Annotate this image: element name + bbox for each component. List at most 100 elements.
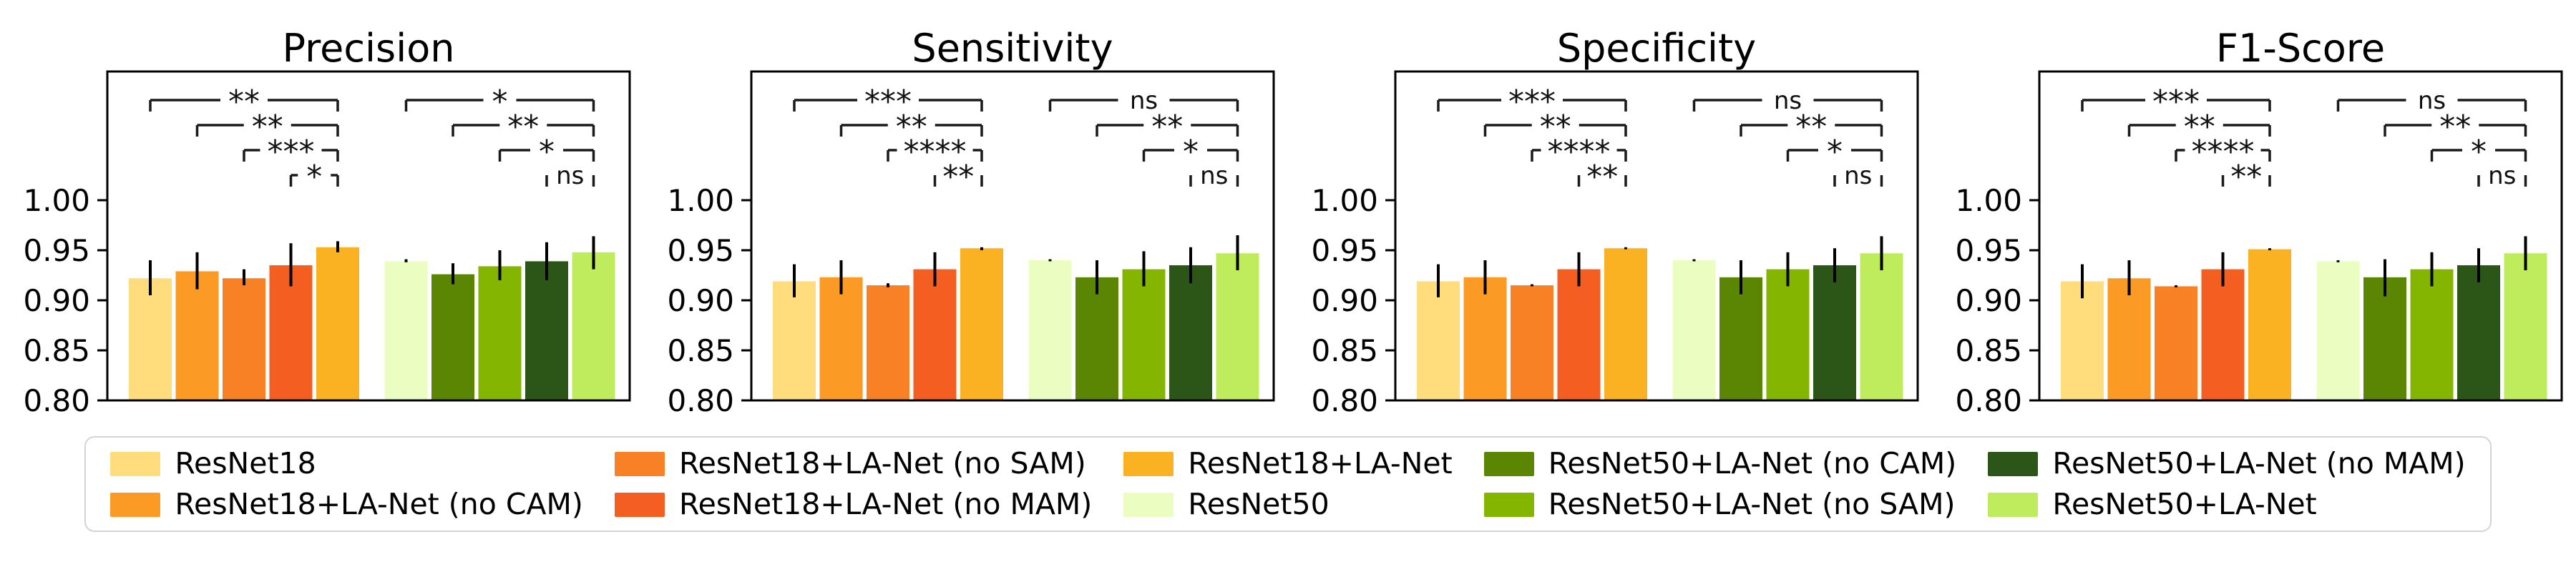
axis-tick-label: 0.90 — [23, 283, 90, 318]
bar — [867, 285, 909, 400]
legend-label: ResNet18+LA-Net (no SAM) — [678, 446, 1086, 480]
axis-tick-label: 0.85 — [23, 333, 90, 368]
plot-area: 1.000.950.900.850.80***********ns***ns — [1955, 70, 2563, 418]
significance-label: * — [2471, 134, 2487, 170]
bar — [1511, 285, 1553, 400]
legend-swatch — [110, 451, 161, 476]
significance-bracket: ** — [933, 159, 983, 195]
significance-label: **** — [1548, 134, 1611, 170]
axis-tick-label: 1.00 — [1955, 183, 2022, 218]
significance-bracket: * — [289, 159, 339, 195]
legend-swatch — [1483, 492, 1534, 517]
significance-bracket: ns — [545, 162, 595, 190]
significance-label: ** — [2230, 159, 2262, 195]
significance-bracket: ns — [2477, 162, 2527, 190]
axis-tick-label: 1.00 — [1311, 183, 1378, 218]
bar-chart-svg-specificity: Specificity 1.000.950.900.850.80********… — [1311, 26, 1919, 418]
legend-swatch — [614, 492, 665, 517]
bar — [960, 248, 1003, 400]
axis-tick-label: 0.85 — [1955, 333, 2022, 368]
axis-tick-label: 0.95 — [1311, 233, 1378, 268]
significance-label: ** — [2439, 109, 2471, 145]
significance-label: ** — [1586, 159, 1618, 195]
significance-label: ns — [1130, 87, 1158, 115]
bar — [525, 261, 568, 400]
bar — [2107, 278, 2151, 400]
significance-bracket: ** — [2127, 109, 2271, 145]
bar — [2410, 269, 2454, 400]
significance-bracket: ** — [195, 109, 339, 145]
bar — [1557, 269, 1601, 400]
bar — [1604, 248, 1647, 400]
axis-tick-label: 0.95 — [23, 233, 90, 268]
significance-bracket: ** — [1483, 109, 1627, 145]
bar — [2504, 253, 2547, 400]
significance-bracket: *** — [793, 84, 983, 120]
axis-tick-label: 0.80 — [23, 383, 90, 418]
significance-bracket: *** — [1437, 84, 1627, 120]
significance-bracket: ns — [1048, 87, 1239, 115]
significance-label: ** — [1540, 109, 1571, 145]
bar — [1216, 253, 1259, 400]
significance-label: ns — [1774, 87, 1802, 115]
figure-panels: Precision 1.00 0.95 0.90 0.85 0.80 ** ** *** * * *… — [0, 0, 2576, 429]
axis-tick-label: 0.80 — [1955, 383, 2022, 418]
bar — [1672, 260, 1716, 400]
legend-item: ResNet50+LA-Net (no SAM) — [1483, 490, 1957, 519]
axes-frame — [750, 70, 1275, 402]
significance-label: *** — [864, 84, 912, 120]
chart-panel-specificity: Specificity 1.00 0.95 0.90 0.85 0.80 *** ** ***… — [1288, 0, 1932, 429]
bar — [1028, 260, 1072, 400]
significance-label: * — [306, 159, 322, 195]
significance-bracket: * — [1142, 134, 1239, 170]
significance-label: ns — [1844, 162, 1872, 190]
significance-label: *** — [2152, 84, 2200, 120]
significance-label: * — [1827, 134, 1843, 170]
significance-label: ns — [556, 162, 584, 190]
bar-chart-svg-f1-score: F1-Score 1.000.950.900.850.80***********… — [1955, 26, 2563, 418]
axes-frame — [1394, 70, 1919, 402]
axis-tick-label: 0.90 — [1311, 283, 1378, 318]
significance-label: ns — [2488, 162, 2516, 190]
significance-bracket: ** — [1740, 109, 1883, 145]
significance-bracket: ns — [1692, 87, 1883, 115]
significance-bracket: * — [498, 134, 595, 170]
significance-bracket: ** — [1577, 159, 1627, 195]
chart-title: Specificity — [1557, 26, 1756, 71]
axes-frame — [2038, 70, 2563, 402]
bar — [2155, 286, 2197, 400]
bar — [2457, 265, 2500, 400]
chart-panel-f1-score: F1-Score 1.00 0.95 0.90 0.85 0.80 *** ** **** **… — [1932, 0, 2576, 429]
axis-tick-label: 1.00 — [667, 183, 734, 218]
significance-bracket: * — [1786, 134, 1883, 170]
significance-bracket: ** — [452, 109, 595, 145]
significance-label: ** — [1795, 109, 1827, 145]
chart-panel-sensitivity: Sensitivity 1.00 0.95 0.90 0.85 0.80 *** ** ***… — [644, 0, 1288, 429]
significance-label: ns — [1200, 162, 1228, 190]
bar — [1719, 277, 1762, 400]
chart-title: Sensitivity — [912, 26, 1113, 71]
axis-tick-label: 0.95 — [1955, 233, 2022, 268]
bar — [1766, 269, 1810, 400]
legend-item: ResNet50+LA-Net (no CAM) — [1483, 449, 1956, 478]
legend-swatch — [1123, 451, 1174, 476]
bar — [175, 271, 219, 400]
chart-panel-precision: Precision 1.00 0.95 0.90 0.85 0.80 ** ** *** * * *… — [0, 0, 644, 429]
bar — [1169, 265, 1212, 400]
significance-bracket: **** — [2175, 134, 2271, 170]
bar — [478, 266, 522, 400]
legend-swatch — [110, 492, 161, 517]
bar — [819, 277, 863, 400]
legend-swatch — [1988, 451, 2039, 476]
axes-frame — [106, 70, 631, 402]
legend-swatch — [1123, 492, 1174, 517]
legend-item: ResNet50 — [1123, 490, 1452, 519]
axis-tick-label: 0.85 — [1311, 333, 1378, 368]
significance-label: * — [1183, 134, 1199, 170]
legend-swatch — [614, 451, 665, 476]
bar — [1860, 253, 1903, 400]
chart-title: F1-Score — [2216, 26, 2385, 71]
significance-label: *** — [268, 134, 315, 170]
legend-label: ResNet18 — [175, 446, 316, 480]
bar-chart-svg-precision: Precision 1.000.950.900.850.80**********… — [23, 26, 631, 418]
